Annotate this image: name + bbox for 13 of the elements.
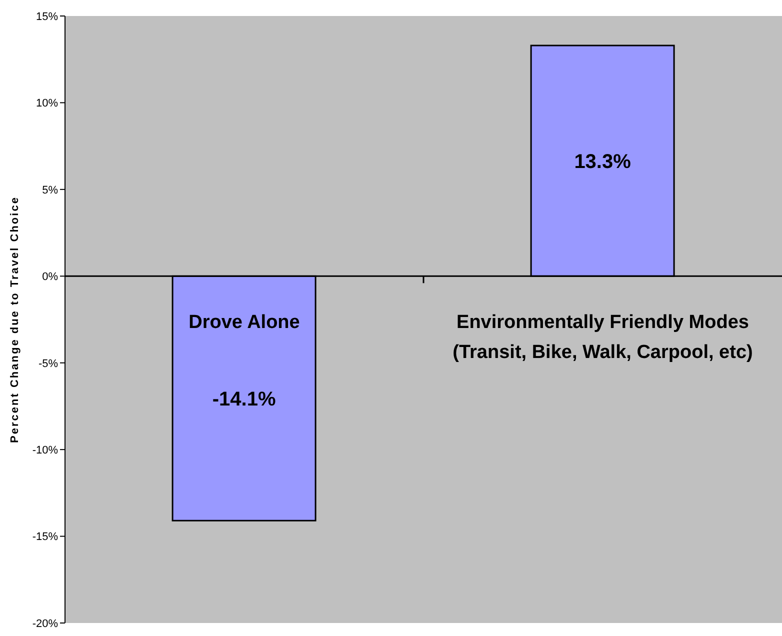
data-label: 13.3% [574,150,632,173]
y-tick-label: -15% [32,531,58,544]
x-tick-label: Drove Alone [188,312,300,334]
y-tick-label: -10% [32,444,58,456]
y-tick-label: -20% [32,618,58,630]
y-tick-label: 10% [36,98,58,110]
y-tick-label: -5% [38,358,58,370]
y-tick-label: 0% [42,271,58,284]
x-tick-label: Environmentally Friendly Modes (Transit, Bike, Walk, Carpool, etc) [452,312,753,364]
y-tick-label: 5% [42,184,58,196]
y-tick-label: 15% [36,10,58,23]
data-label: -14.1% [212,388,276,411]
y-axis-title: Percent Change due to Travel Choice [8,196,21,443]
